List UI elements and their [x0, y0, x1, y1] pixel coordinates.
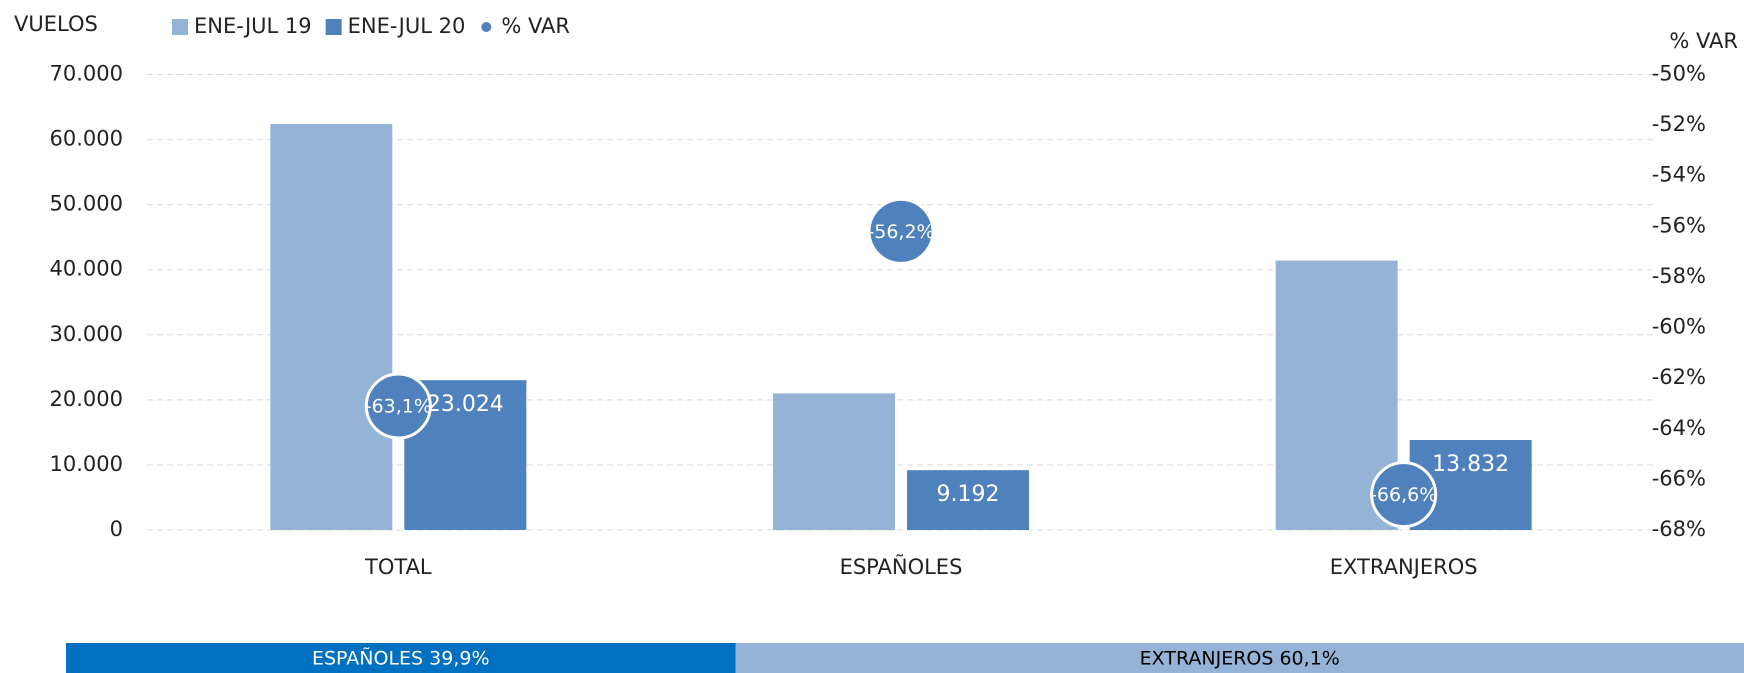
y2-axis-label: % VAR [1669, 29, 1738, 53]
share-label: EXTRANJEROS 60,1% [1140, 648, 1340, 670]
y-tick-label: 20.000 [50, 387, 123, 411]
data-label: -56,2% [867, 221, 934, 243]
legend-swatch [481, 22, 492, 32]
y2-tick-label: -68% [1652, 517, 1706, 541]
share-segment [66, 643, 736, 673]
data-label: -63,1% [365, 396, 432, 418]
x-tick-label: TOTAL [364, 555, 432, 579]
y-tick-label: 40.000 [50, 257, 123, 281]
y-tick-label: 30.000 [50, 322, 123, 346]
y2-tick-label: -50% [1652, 62, 1706, 86]
x-tick-label: ESPAÑOLES [840, 553, 963, 579]
bubble [867, 197, 935, 265]
y2-tick-label: -62% [1652, 365, 1706, 389]
y2-tick-label: -52% [1652, 112, 1706, 136]
legend-label: ENE-JUL 19 [194, 14, 312, 38]
bar [773, 393, 895, 530]
y2-tick-label: -54% [1652, 163, 1706, 187]
y2-tick-label: -64% [1652, 416, 1706, 440]
bubble [364, 372, 432, 440]
y-tick-label: 70.000 [50, 62, 123, 86]
data-label: -66,6% [1370, 484, 1437, 506]
legend-swatch [172, 19, 188, 35]
legend-label: % VAR [501, 14, 570, 38]
y2-tick-label: -58% [1652, 264, 1706, 288]
bar [907, 470, 1029, 530]
bubble [1370, 461, 1438, 529]
data-label: 9.192 [937, 482, 1000, 507]
share-label: ESPAÑOLES 39,9% [312, 647, 490, 670]
y-tick-label: 50.000 [50, 192, 123, 216]
legend-swatch [325, 19, 342, 35]
y-tick-label: 60.000 [50, 127, 123, 151]
y2-tick-label: -66% [1652, 466, 1706, 490]
y2-tick-label: -60% [1652, 315, 1706, 339]
data-label: 13.832 [1432, 452, 1509, 477]
y-tick-label: 0 [110, 517, 123, 541]
share-segment [735, 643, 1744, 673]
y-axis-label: VUELOS [14, 12, 98, 36]
y2-tick-label: -56% [1652, 213, 1706, 237]
x-tick-label: EXTRANJEROS [1330, 555, 1478, 579]
data-label: 23.024 [427, 392, 504, 417]
legend-label: ENE-JUL 20 [348, 14, 466, 38]
bar [270, 123, 393, 530]
y-tick-label: 10.000 [50, 452, 123, 476]
